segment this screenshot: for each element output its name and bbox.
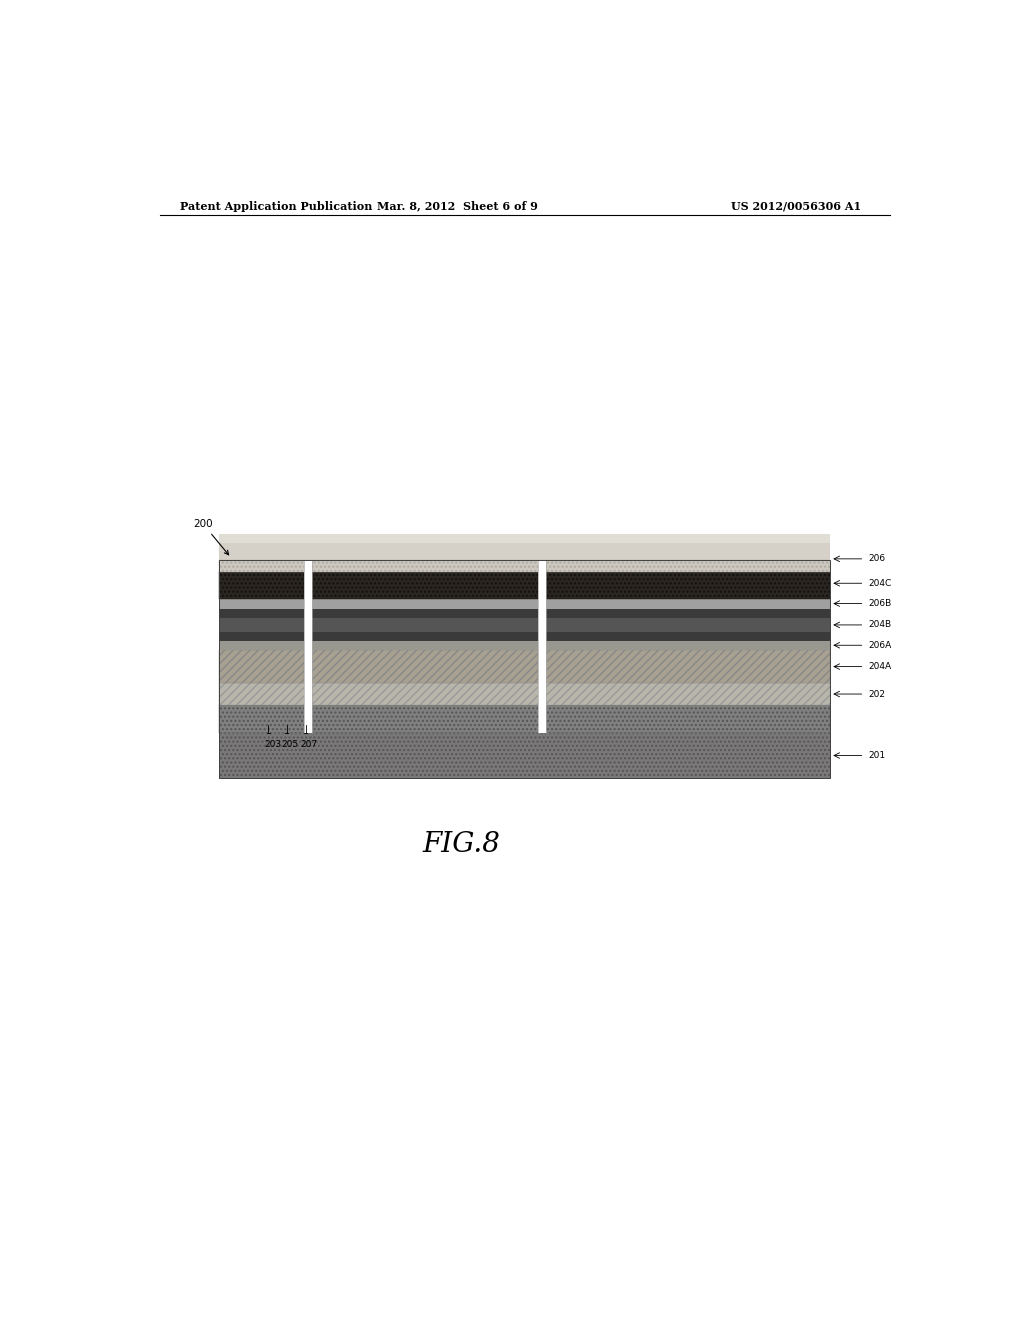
Bar xyxy=(219,733,830,779)
Text: Mar. 8, 2012  Sheet 6 of 9: Mar. 8, 2012 Sheet 6 of 9 xyxy=(377,201,538,211)
Text: 205: 205 xyxy=(282,739,298,748)
Bar xyxy=(219,609,304,642)
Bar xyxy=(219,642,830,651)
Bar xyxy=(539,560,546,733)
Bar xyxy=(219,560,830,779)
Bar xyxy=(546,609,830,642)
Text: 204B: 204B xyxy=(868,620,892,630)
Bar xyxy=(312,618,539,632)
Text: 200: 200 xyxy=(194,519,228,554)
Bar xyxy=(219,651,304,682)
Bar xyxy=(219,618,304,632)
Text: 204A: 204A xyxy=(868,663,892,671)
Bar xyxy=(304,560,312,733)
Bar xyxy=(219,535,830,560)
Bar xyxy=(546,572,830,598)
Bar xyxy=(312,609,539,642)
Text: 206B: 206B xyxy=(868,599,892,609)
Bar xyxy=(219,598,830,609)
Bar xyxy=(219,705,830,733)
Text: Patent Application Publication: Patent Application Publication xyxy=(179,201,372,211)
Text: 204C: 204C xyxy=(868,578,892,587)
Bar xyxy=(312,572,539,598)
Text: 201: 201 xyxy=(868,751,886,760)
Bar xyxy=(219,572,304,598)
Bar xyxy=(546,651,830,682)
Text: 206: 206 xyxy=(868,554,886,564)
Bar xyxy=(219,543,830,561)
Text: US 2012/0056306 A1: US 2012/0056306 A1 xyxy=(731,201,861,211)
Bar xyxy=(546,618,830,632)
Text: 203: 203 xyxy=(264,739,281,748)
Bar xyxy=(219,682,830,705)
Bar xyxy=(312,651,539,682)
Text: 206A: 206A xyxy=(868,640,892,649)
Text: FIG.8: FIG.8 xyxy=(422,832,501,858)
Bar xyxy=(219,560,830,572)
Text: 207: 207 xyxy=(300,739,317,748)
Text: 202: 202 xyxy=(868,689,886,698)
